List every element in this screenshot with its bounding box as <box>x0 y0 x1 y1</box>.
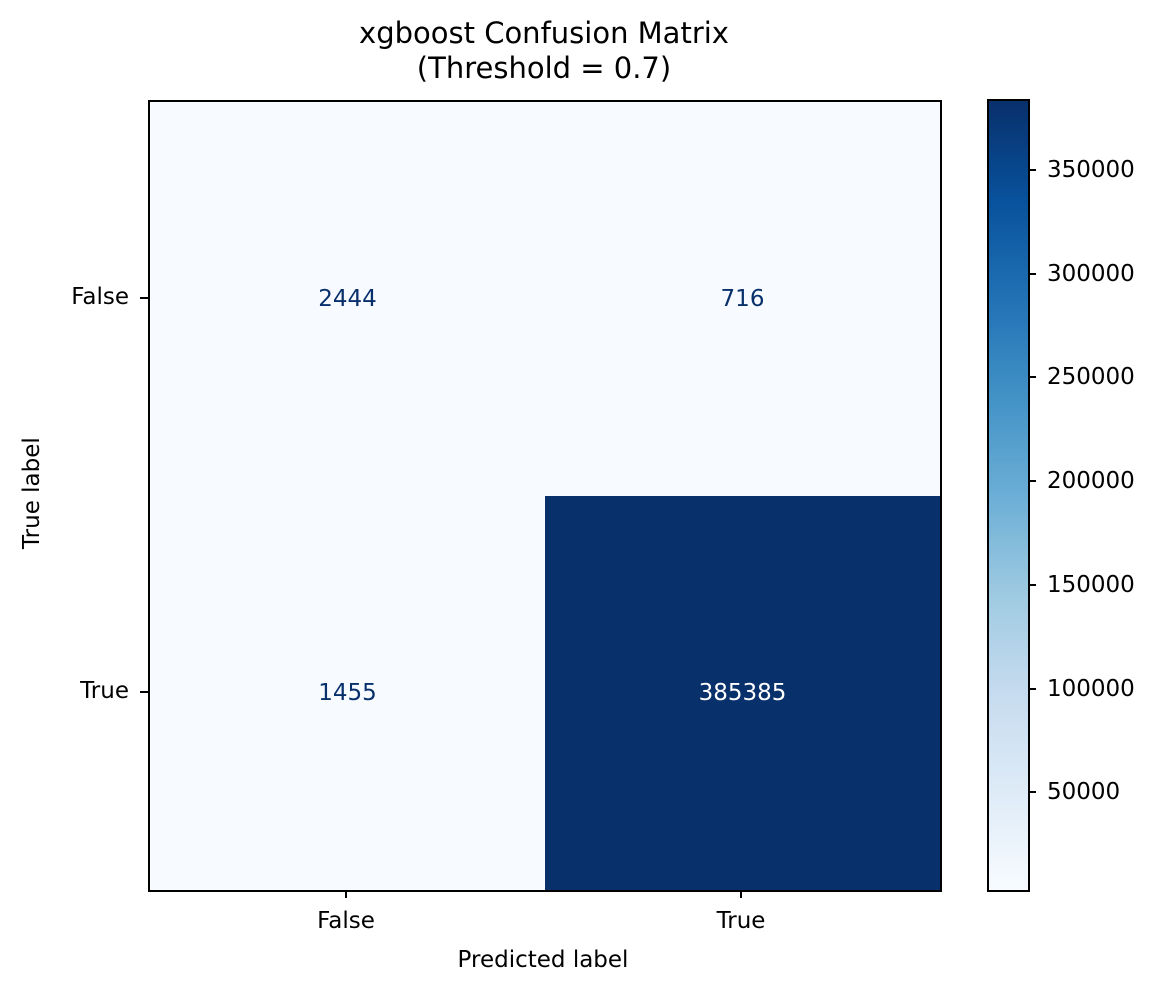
cell-value: 385385 <box>698 680 787 706</box>
colorbar-tick <box>1028 791 1036 793</box>
colorbar-tick-label: 300000 <box>1047 261 1135 287</box>
colorbar-tick <box>1028 584 1036 586</box>
y-axis-label: True label <box>19 437 45 549</box>
colorbar-tick <box>1028 376 1036 378</box>
colorbar-tick-label: 200000 <box>1047 468 1135 494</box>
x-tick-label-false: False <box>317 908 375 934</box>
colorbar-tick <box>1028 169 1036 171</box>
cell-true-false: 1455 <box>150 496 545 890</box>
colorbar-tick <box>1028 480 1036 482</box>
colorbar <box>987 99 1030 892</box>
colorbar-tick-label: 250000 <box>1047 364 1135 390</box>
cell-false-false: 2444 <box>150 102 545 496</box>
colorbar-tick <box>1028 273 1036 275</box>
x-tick-false <box>345 890 347 898</box>
confusion-matrix: 2444 716 1455 385385 <box>148 100 942 892</box>
x-axis-label: Predicted label <box>457 947 629 973</box>
colorbar-tick <box>1028 688 1036 690</box>
y-tick-false <box>140 297 148 299</box>
colorbar-tick-label: 150000 <box>1047 572 1135 598</box>
chart-title-line-2: (Threshold = 0.7) <box>416 51 672 85</box>
y-tick-label-false: False <box>71 284 129 310</box>
cell-value: 716 <box>720 286 765 312</box>
x-tick-true <box>740 890 742 898</box>
x-tick-label-true: True <box>716 908 766 934</box>
y-tick-true <box>140 691 148 693</box>
colorbar-tick-label: 50000 <box>1047 779 1121 805</box>
cell-true-true: 385385 <box>545 496 940 890</box>
chart-title: xgboost Confusion Matrix (Threshold = 0.… <box>148 16 940 86</box>
chart-title-line-1: xgboost Confusion Matrix <box>359 16 729 50</box>
cell-value: 2444 <box>318 286 377 312</box>
cell-value: 1455 <box>318 680 377 706</box>
colorbar-tick-label: 100000 <box>1047 676 1135 702</box>
cell-false-true: 716 <box>545 102 940 496</box>
colorbar-tick-label: 350000 <box>1047 157 1135 183</box>
y-tick-label-true: True <box>80 678 129 704</box>
